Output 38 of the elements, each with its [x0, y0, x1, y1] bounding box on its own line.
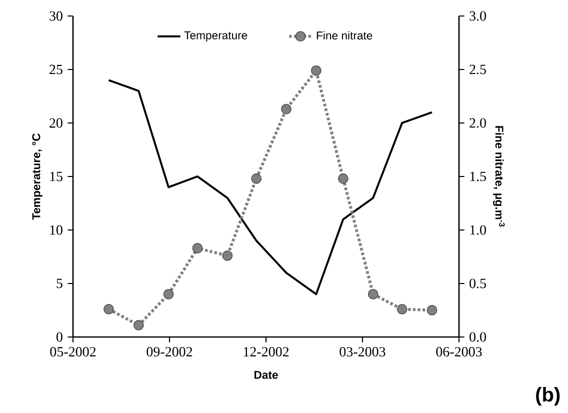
y-tick-label: 25 [50, 64, 62, 74]
x-axis-title: Date [254, 370, 278, 379]
y-axis-title: Temperature, °C [32, 133, 42, 220]
point [163, 288, 174, 300]
y2-tick-label: 1.5 [470, 172, 486, 182]
y2-tick-label: 0.0 [470, 332, 486, 342]
y2-axis-title: Fine nitrate, μg.m$^{-3}$ [493, 126, 505, 227]
y2-tick-label: 1.0 [470, 225, 486, 235]
y2-tick-label: 0.5 [470, 278, 486, 288]
point [281, 104, 292, 114]
x-tick-label: 12-2002 [244, 347, 289, 356]
x-tick-label: 05-2002 [50, 347, 96, 356]
point [368, 288, 378, 300]
y-tick-label: 5 [56, 278, 62, 288]
line-series [108, 79, 433, 296]
point [251, 173, 262, 184]
y-tick-label: 0 [56, 332, 62, 342]
x-tick-label: 03-2003 [340, 347, 386, 356]
point [426, 305, 438, 316]
x-tick-label: 06-2003 [436, 347, 482, 356]
x-tick-label: 09-2002 [146, 347, 192, 356]
point [104, 304, 114, 314]
y-tick-label: 15 [50, 172, 62, 182]
y2-tick-label: 2.5 [470, 64, 486, 74]
y-tick-label: 30 [50, 11, 62, 21]
point [133, 320, 144, 330]
point [338, 173, 348, 184]
point [396, 304, 408, 314]
legend-label: Fine nitrate [316, 31, 372, 40]
y-tick-label: 20 [50, 118, 62, 128]
point [222, 250, 233, 261]
y2-tick-label: 2.0 [470, 118, 486, 128]
point [192, 242, 203, 254]
y2-tick-label: 3.0 [470, 11, 486, 21]
text: (b) [536, 386, 560, 406]
y-tick-label: 10 [50, 225, 62, 235]
point [310, 65, 322, 76]
legend-label: Temperature [184, 31, 248, 42]
